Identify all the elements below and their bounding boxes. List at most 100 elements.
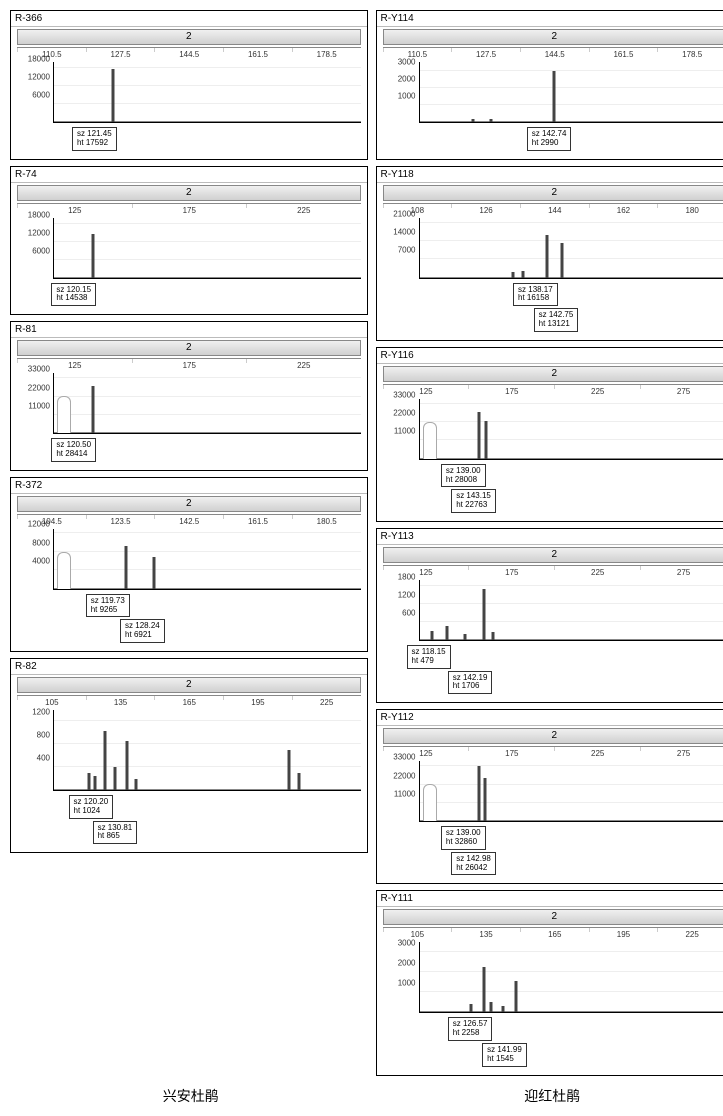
electropherogram-panel: R-Y1162125175225275110002200033000sz 139… <box>376 347 723 522</box>
peak-callout: sz 142.75ht 13121 <box>534 308 579 332</box>
electropherogram-panel: R-812125175225110002200033000sz 120.50ht… <box>10 321 368 471</box>
peak <box>483 967 486 1012</box>
peak <box>560 243 563 277</box>
callouts: sz 121.45ht 17592 <box>17 127 361 151</box>
x-axis: 125175225 <box>17 358 361 371</box>
x-axis: 105135165195225 <box>17 695 361 708</box>
peak <box>478 766 481 821</box>
x-axis: 108126144162180 <box>383 203 723 216</box>
peak-callout: sz 141.99ht 1545 <box>482 1043 527 1067</box>
peak <box>490 1002 493 1012</box>
y-tick-label: 22000 <box>382 409 416 418</box>
peak-callout: sz 118.15ht 479 <box>407 645 451 669</box>
peak <box>287 750 290 790</box>
plot-area: 4000800012000 <box>53 529 361 590</box>
y-tick-label: 22000 <box>16 383 50 392</box>
peak <box>545 235 548 277</box>
y-tick-label: 1200 <box>16 708 50 717</box>
panel-id: R-366 <box>11 11 367 27</box>
electropherogram-panel: R-Y113212517522527560012001800sz 118.15h… <box>376 528 723 703</box>
x-axis: 104.5123.5142.5161.5180.5 <box>17 514 361 527</box>
callouts: sz 139.00ht 28008sz 143.15ht 22763 <box>383 464 723 513</box>
y-tick-label: 11000 <box>16 401 50 410</box>
panel-id: R-Y111 <box>377 891 723 907</box>
peak-callout: sz 120.15ht 14538 <box>51 283 96 307</box>
plot-area: 70001400021000 <box>419 218 723 279</box>
peak <box>521 271 524 278</box>
channel-header: 2 <box>383 185 723 201</box>
peak <box>298 773 301 790</box>
y-tick-label: 12000 <box>16 520 50 529</box>
peak <box>111 69 114 122</box>
channel-header: 2 <box>17 29 361 45</box>
peak <box>469 1004 472 1012</box>
x-axis: 110.5127.5144.5161.5178.5 <box>17 47 361 60</box>
electropherogram-panel: R-Y118 2 108126144162180 70001400021000 sz 1… <box>376 166 723 341</box>
x-axis: 125175225275 <box>383 565 723 578</box>
y-tick-label: 800 <box>16 731 50 740</box>
y-tick-label: 14000 <box>382 228 416 237</box>
channel-header: 2 <box>383 728 723 744</box>
peak <box>484 778 487 821</box>
peak <box>514 981 517 1012</box>
plot-area: 110002200033000 <box>419 761 723 822</box>
electropherogram-panel: R-8221051351651952254008001200sz 120.20h… <box>10 658 368 853</box>
panel-id: R-Y116 <box>377 348 723 364</box>
peak-callout: sz 142.19ht 1706 <box>448 671 493 695</box>
callouts: sz 142.74ht 2990 <box>383 127 723 151</box>
channel-header: 2 <box>383 366 723 382</box>
y-tick-label: 33000 <box>16 365 50 374</box>
callouts: sz 118.15ht 479sz 142.19ht 1706 <box>383 645 723 694</box>
right-column: R-Y114 2 110.5127.5144.5161.5178.5 10002000… <box>376 10 723 1076</box>
electropherogram-panel: R-Y1112105135165195225100020003000sz 126… <box>376 890 723 1075</box>
panel-id: R-Y114 <box>377 11 723 27</box>
callouts: sz 120.50ht 28414 <box>17 438 361 462</box>
panel-id: R-81 <box>11 322 367 338</box>
plot-area: 100020003000 <box>419 62 723 123</box>
electropherogram-panel: R-74212517522560001200018000sz 120.15ht … <box>10 166 368 316</box>
panel-id: R-372 <box>11 478 367 494</box>
y-tick-label: 6000 <box>16 91 50 100</box>
peak <box>471 119 474 122</box>
peak-callout: sz 142.98ht 26042 <box>451 852 496 876</box>
y-tick-label: 8000 <box>16 538 50 547</box>
callouts: sz 120.20ht 1024sz 130.81ht 865 <box>17 795 361 844</box>
peak-callout: sz 139.00ht 28008 <box>441 464 486 488</box>
peak <box>124 546 127 589</box>
peak-callout: sz 143.15ht 22763 <box>451 489 496 513</box>
peak <box>430 631 433 640</box>
callouts: sz 120.15ht 14538 <box>17 283 361 307</box>
electropherogram-panel: R-372 2 104.5123.5142.5161.5180.5 400080001… <box>10 477 368 652</box>
peak <box>134 779 137 790</box>
peak <box>126 741 129 790</box>
y-tick-label: 1800 <box>382 572 416 581</box>
plot-area: 110002200033000 <box>53 373 361 434</box>
peak-callout: sz 121.45ht 17592 <box>72 127 117 151</box>
ghost-peak <box>57 552 71 589</box>
y-tick-label: 11000 <box>382 427 416 436</box>
channel-header: 2 <box>383 909 723 925</box>
channel-header: 2 <box>17 496 361 512</box>
y-tick-label: 1000 <box>382 91 416 100</box>
channel-header: 2 <box>17 340 361 356</box>
y-tick-label: 3000 <box>382 57 416 66</box>
callouts: sz 119.73ht 9265sz 128.24ht 6921 <box>17 594 361 643</box>
x-axis: 125175225275 <box>383 384 723 397</box>
y-tick-label: 1200 <box>382 590 416 599</box>
x-axis: 125175225275 <box>383 746 723 759</box>
electropherogram-panel: R-Y1142110.5127.5144.5161.5178.510002000… <box>376 10 723 160</box>
channel-header: 2 <box>17 677 361 693</box>
channel-header: 2 <box>383 547 723 563</box>
right-caption: 迎红杜鹃 <box>372 1086 723 1106</box>
peak <box>93 776 96 790</box>
plot-area: 60001200018000 <box>53 62 361 123</box>
y-tick-label: 3000 <box>382 939 416 948</box>
x-axis: 110.5127.5144.5161.5178.5 <box>383 47 723 60</box>
peak-callout: sz 130.81ht 865 <box>93 821 138 845</box>
peak <box>478 412 481 459</box>
y-tick-label: 1000 <box>382 979 416 988</box>
x-axis: 125175225 <box>17 203 361 216</box>
peak-callout: sz 126.57ht 2258 <box>448 1017 493 1041</box>
y-tick-label: 600 <box>382 608 416 617</box>
panel-id: R-Y118 <box>377 167 723 183</box>
